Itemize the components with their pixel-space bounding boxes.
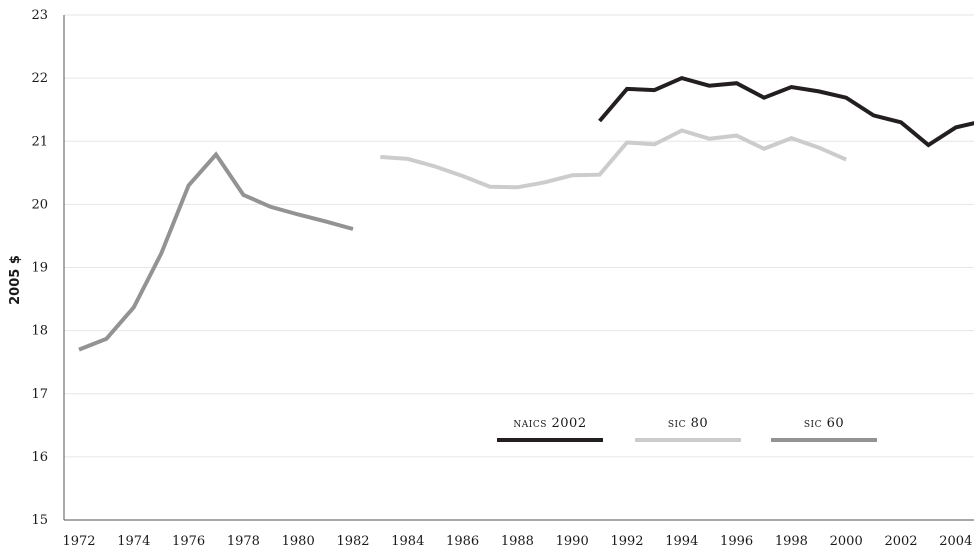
gridlines bbox=[64, 14, 974, 521]
x-tick-label: 1976 bbox=[172, 534, 205, 549]
y-tick-label: 17 bbox=[31, 387, 48, 402]
x-tick-label: 2004 bbox=[939, 534, 972, 549]
x-tick-label: 1996 bbox=[720, 534, 753, 549]
y-tick-label: 21 bbox=[31, 134, 48, 149]
x-tick-label: 1980 bbox=[282, 534, 315, 549]
series-lines bbox=[78, 75, 974, 352]
x-tick-label: 1990 bbox=[556, 534, 589, 549]
y-tick-label: 19 bbox=[31, 261, 48, 276]
y-axis-label: 2005 $ bbox=[8, 255, 23, 305]
series-line-naics-2002 bbox=[598, 75, 974, 148]
legend-label: sic 80 bbox=[668, 416, 708, 431]
series-line-sic-60 bbox=[78, 151, 354, 352]
y-tick-label: 20 bbox=[31, 197, 48, 212]
x-tick-label: 1998 bbox=[775, 534, 808, 549]
x-tick-label: 1978 bbox=[227, 534, 260, 549]
y-tick-label: 22 bbox=[31, 71, 48, 86]
x-tick-label: 1982 bbox=[336, 534, 369, 549]
x-tick-labels: 1972 1974 1976 1978 1980 1982 1984 1986 1988 1990… bbox=[62, 534, 972, 549]
series-line-sic-80 bbox=[380, 128, 848, 190]
y-tick-labels: 15 16 17 18 19 20 21 22 23 bbox=[31, 8, 48, 528]
y-tick-label: 15 bbox=[31, 513, 48, 528]
y-tick-label: 18 bbox=[31, 324, 48, 339]
x-tick-label: 1972 bbox=[62, 534, 95, 549]
x-tick-label: 1994 bbox=[665, 534, 698, 549]
legend: naics 2002 sic 80 sic 60 bbox=[497, 416, 877, 442]
legend-label: naics 2002 bbox=[513, 416, 586, 431]
x-tick-label: 1988 bbox=[501, 534, 534, 549]
y-tick-label: 16 bbox=[31, 450, 48, 465]
y-tick-label: 23 bbox=[31, 8, 48, 23]
x-tick-label: 1984 bbox=[391, 534, 424, 549]
x-tick-label: 1992 bbox=[610, 534, 643, 549]
x-tick-label: 2000 bbox=[830, 534, 863, 549]
x-tick-label: 1986 bbox=[446, 534, 479, 549]
legend-label: sic 60 bbox=[804, 416, 844, 431]
x-tick-label: 2002 bbox=[884, 534, 917, 549]
x-tick-label: 1974 bbox=[117, 534, 150, 549]
